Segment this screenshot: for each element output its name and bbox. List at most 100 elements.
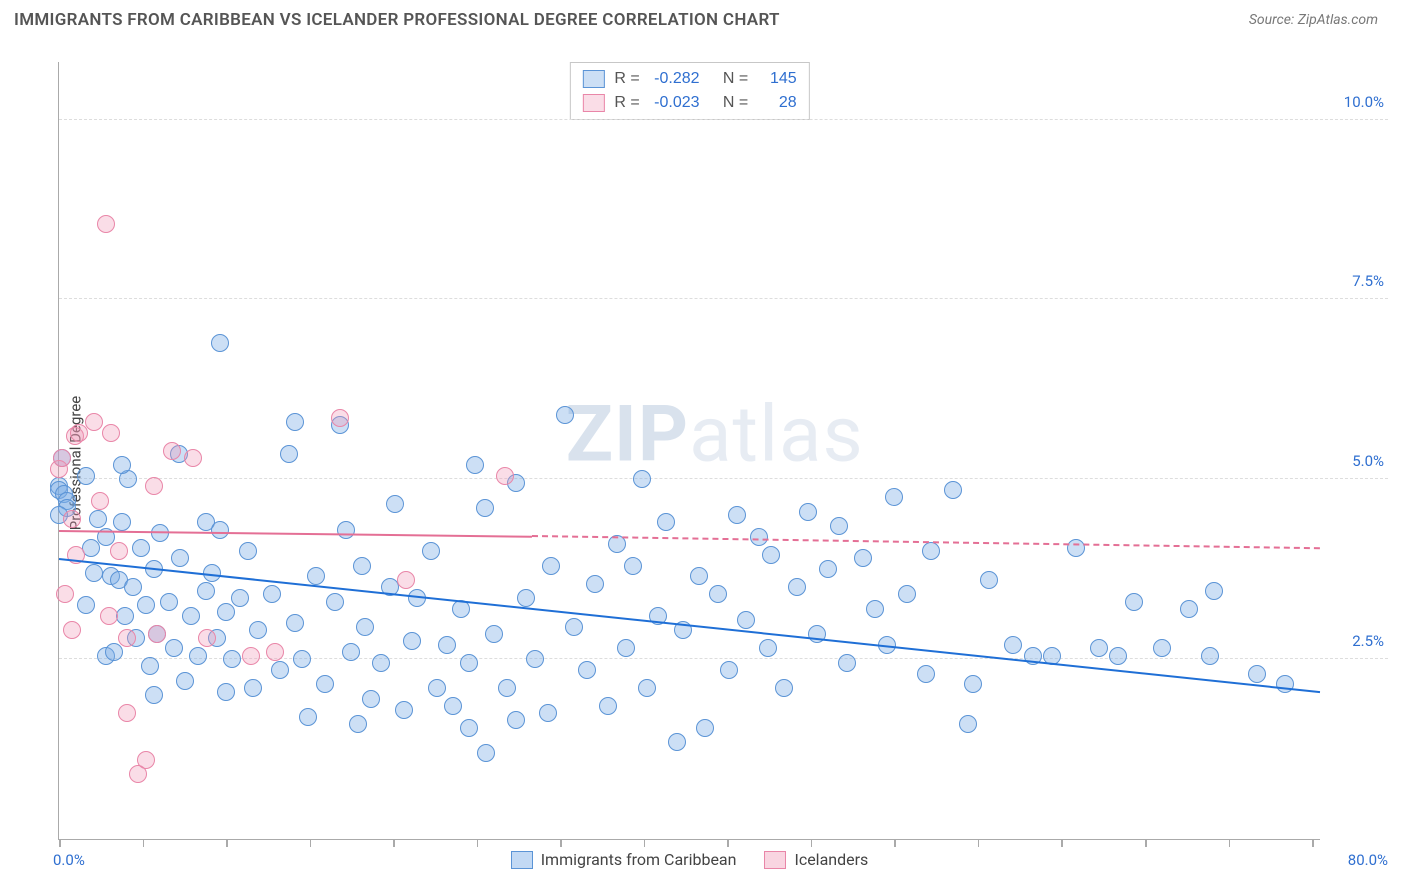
data-point: [1276, 675, 1294, 693]
x-tick: [978, 839, 980, 847]
data-point: [517, 589, 535, 607]
data-point: [496, 467, 514, 485]
data-point: [171, 549, 189, 567]
y-tick-label: 2.5%: [1352, 632, 1384, 650]
data-point: [326, 593, 344, 611]
y-tick-label: 10.0%: [1344, 93, 1384, 111]
gridline: [59, 119, 1388, 120]
data-point: [286, 614, 304, 632]
data-point: [91, 492, 109, 510]
data-point: [116, 607, 134, 625]
data-point: [386, 495, 404, 513]
data-point: [964, 675, 982, 693]
trend-line: [59, 530, 532, 538]
data-point: [1109, 647, 1127, 665]
stats-legend-box: R = -0.282 N = 145R = -0.023 N = 28: [569, 62, 809, 120]
x-tick: [1229, 839, 1231, 847]
data-point: [280, 445, 298, 463]
x-tick: [393, 839, 395, 847]
data-point: [565, 618, 583, 636]
x-tick: [477, 839, 479, 847]
data-point: [1248, 665, 1266, 683]
data-point: [866, 600, 884, 618]
data-point: [690, 567, 708, 585]
data-point: [56, 585, 74, 603]
data-point: [211, 334, 229, 352]
data-point: [624, 557, 642, 575]
data-point: [77, 596, 95, 614]
data-point: [799, 503, 817, 521]
data-point: [217, 603, 235, 621]
data-point: [85, 564, 103, 582]
data-point: [307, 567, 325, 585]
data-point: [182, 607, 200, 625]
x-tick: [59, 839, 61, 847]
x-tick: [310, 839, 312, 847]
data-point: [105, 643, 123, 661]
stats-row: R = -0.282 N = 145: [582, 67, 796, 91]
data-point: [113, 513, 131, 531]
data-point: [266, 643, 284, 661]
data-point: [223, 650, 241, 668]
data-point: [53, 449, 71, 467]
data-point: [709, 585, 727, 603]
chart-area: Professional Degree ZIPatlas R = -0.282 …: [14, 44, 1392, 882]
data-point: [160, 593, 178, 611]
data-point: [63, 510, 81, 528]
data-point: [163, 442, 181, 460]
data-point: [353, 557, 371, 575]
data-point: [217, 683, 235, 701]
legend-swatch: [764, 851, 786, 869]
data-point: [460, 654, 478, 672]
data-point: [838, 654, 856, 672]
legend-swatch: [582, 70, 604, 88]
data-point: [145, 686, 163, 704]
data-point: [460, 719, 478, 737]
x-tick: [811, 839, 813, 847]
data-point: [617, 639, 635, 657]
data-point: [944, 481, 962, 499]
data-point: [372, 654, 390, 672]
source-credit: Source: ZipAtlas.com: [1249, 12, 1378, 28]
x-tick: [644, 839, 646, 847]
stat-r: -0.023: [654, 91, 699, 115]
data-point: [466, 456, 484, 474]
data-point: [750, 528, 768, 546]
x-tick: [143, 839, 145, 847]
data-point: [542, 557, 560, 575]
data-point: [476, 499, 494, 517]
x-tick: [727, 839, 729, 847]
data-point: [231, 589, 249, 607]
x-tick: [560, 839, 562, 847]
stat-n: 28: [763, 91, 797, 115]
data-point: [507, 711, 525, 729]
legend-item: Immigrants from Caribbean: [511, 850, 737, 869]
data-point: [77, 467, 95, 485]
stat-r: -0.282: [654, 67, 699, 91]
data-point: [176, 672, 194, 690]
data-point: [124, 578, 142, 596]
data-point: [737, 611, 755, 629]
data-point: [137, 751, 155, 769]
data-point: [696, 719, 714, 737]
data-point: [403, 632, 421, 650]
data-point: [819, 560, 837, 578]
data-point: [1180, 600, 1198, 618]
data-point: [556, 406, 574, 424]
data-point: [638, 679, 656, 697]
data-point: [720, 661, 738, 679]
x-tick: [226, 839, 228, 847]
data-point: [885, 488, 903, 506]
data-point: [922, 542, 940, 560]
stat-n: 145: [763, 67, 797, 91]
y-tick-label: 7.5%: [1352, 272, 1384, 290]
data-point: [959, 715, 977, 733]
data-point: [293, 650, 311, 668]
watermark: ZIPatlas: [566, 389, 864, 480]
data-point: [263, 585, 281, 603]
gridline: [59, 478, 1388, 479]
data-point: [485, 625, 503, 643]
data-point: [239, 542, 257, 560]
data-point: [444, 697, 462, 715]
source-link[interactable]: ZipAtlas.com: [1298, 12, 1378, 28]
